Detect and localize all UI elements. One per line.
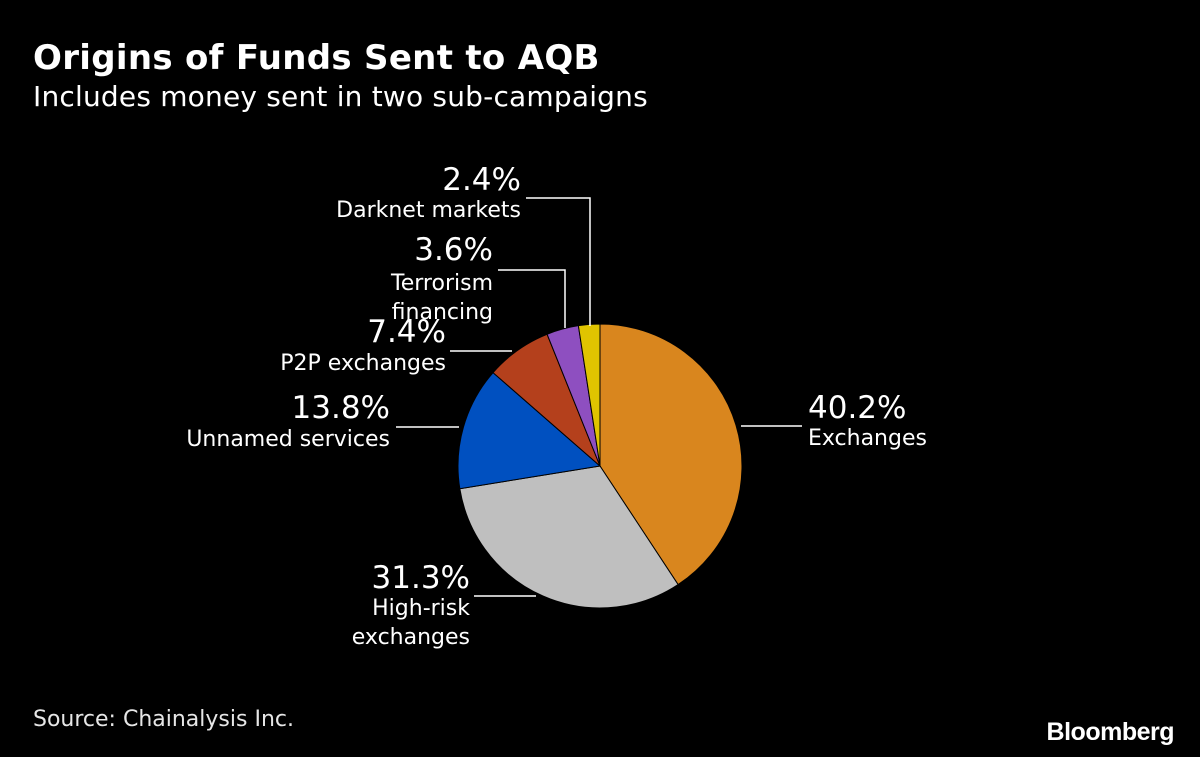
data-label-unnamed-services: 13.8% [292, 390, 390, 426]
bloomberg-logo: Bloomberg [1046, 718, 1175, 746]
leader-line-darknet-markets [526, 197, 591, 326]
slice-label-high-risk-exchanges: exchanges [352, 625, 470, 650]
source-note: Source: Chainalysis Inc. [33, 707, 294, 732]
slice-label-terrorism-financing: financing [392, 300, 493, 325]
chart-title: Origins of Funds Sent to AQB [33, 38, 600, 78]
slice-label-darknet-markets: Darknet markets [336, 198, 521, 223]
pie-slice-high-risk-exchanges [459, 465, 679, 609]
chart-subtitle: Includes money sent in two sub-campaigns [33, 80, 648, 113]
pie-slice-unnamed-services [457, 371, 602, 490]
data-label-p2p-exchanges: 7.4% [367, 314, 446, 350]
data-label-exchanges: 40.2% [808, 390, 906, 426]
data-label-high-risk-exchanges: 31.3% [372, 560, 470, 596]
data-label-terrorism-financing: 3.6% [414, 232, 493, 268]
slice-label-high-risk-exchanges: High-risk [372, 596, 470, 621]
slice-label-unnamed-services: Unnamed services [186, 427, 390, 452]
slice-label-exchanges: Exchanges [808, 426, 927, 451]
pie-slice-darknet-markets [577, 323, 601, 467]
slice-label-terrorism-financing: Terrorism [390, 271, 493, 296]
slice-label-p2p-exchanges: P2P exchanges [280, 351, 446, 376]
leader-line-terrorism-financing [498, 269, 566, 328]
data-label-darknet-markets: 2.4% [442, 162, 521, 198]
